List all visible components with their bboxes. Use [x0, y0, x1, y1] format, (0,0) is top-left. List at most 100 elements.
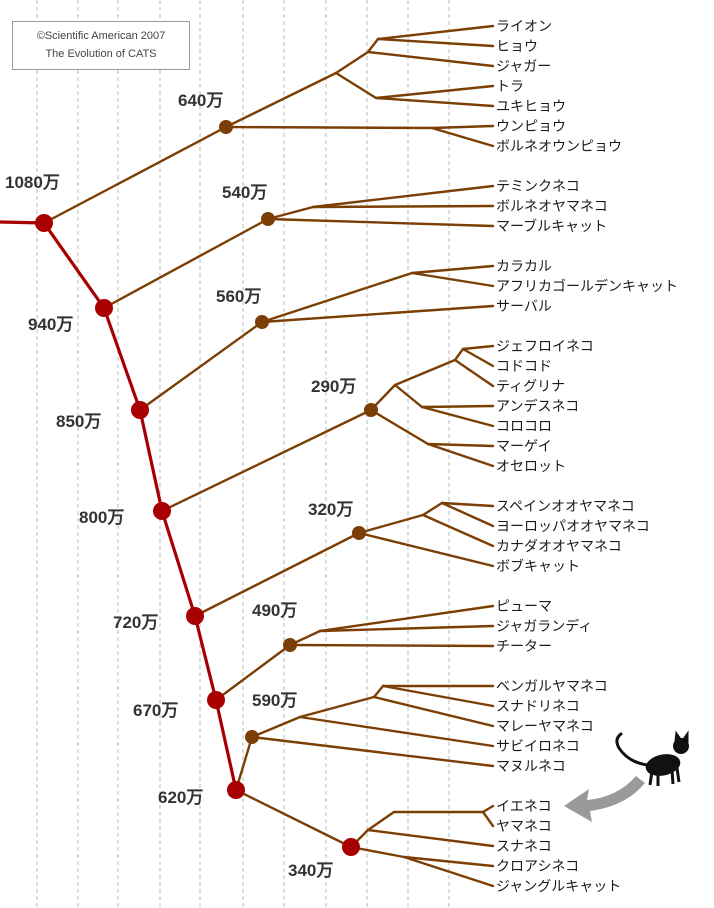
branch-ocelot: [461, 344, 495, 351]
branch-ocelot: [393, 383, 424, 409]
node-age-label: 290万: [311, 377, 356, 396]
branch-lines: [42, 24, 495, 888]
node-bay-cat: [261, 212, 275, 226]
branch-lynx: [421, 501, 444, 517]
species-label: ジャガー: [496, 59, 551, 75]
branch-panthera: [374, 96, 495, 108]
branch-domestic-cat: [481, 810, 495, 828]
branch-caracal: [410, 271, 495, 288]
species-label: チーター: [496, 639, 552, 655]
node-panthera: [219, 120, 233, 134]
branch-panthera: [430, 126, 495, 148]
species-label: テミンクネコ: [496, 179, 580, 195]
node-leopard-cat: [245, 730, 259, 744]
branch-ocelot: [426, 442, 495, 448]
branch-panthera: [334, 71, 378, 100]
species-label: カナダオオヤマネコ: [496, 539, 622, 555]
species-label: ジェフロイネコ: [496, 339, 594, 355]
black-cat-silhouette-icon: [615, 730, 689, 786]
species-label: ヤマネコ: [496, 819, 552, 835]
node-puma: [283, 638, 297, 652]
species-label: クロアシネコ: [496, 859, 579, 875]
branch-panthera: [224, 125, 434, 130]
species-label: ヨーロッパオオヤマネコ: [496, 519, 650, 535]
spine-node-s800: [153, 502, 171, 520]
branch-ocelot: [453, 358, 495, 388]
species-label: ボブキャット: [496, 558, 580, 575]
species-label: ライオン: [496, 19, 552, 35]
credit-box: ©Scientific American 2007 The Evolution …: [12, 21, 190, 70]
spine-node-s940: [95, 299, 113, 317]
species-label: オセロット: [496, 459, 566, 475]
spine-node-s620: [227, 781, 245, 799]
branch-ocelot: [420, 405, 495, 428]
decoration: [564, 730, 689, 822]
species-label: トラ: [496, 79, 524, 95]
curved-arrow-icon: [564, 776, 645, 822]
spine-age-label: 940万: [28, 315, 73, 334]
species-label: スペインオオヤマネコ: [496, 499, 635, 515]
spine-node-s1080: [35, 214, 53, 232]
main-lineage: [0, 220, 238, 792]
node-ocelot: [364, 403, 378, 417]
species-label: ベンガルヤマネコ: [496, 679, 608, 695]
branch-ocelot: [393, 358, 457, 387]
branch-puma-stem: [214, 643, 292, 702]
branch-bay-cat: [266, 205, 315, 221]
node-age-label: 590万: [252, 691, 297, 710]
species-label: イエネコ: [496, 799, 552, 815]
branch-ocelot: [420, 404, 495, 409]
species-label: ヒョウ: [496, 39, 538, 55]
branch-domestic-cat: [366, 828, 495, 848]
branch-ocelot: [461, 347, 495, 368]
species-label: アンデスネコ: [496, 398, 579, 415]
branch-lynx-stem: [193, 531, 361, 618]
spine-node-s670: [207, 691, 225, 709]
branch-bay-cat: [311, 204, 495, 209]
node-age-label: 540万: [222, 183, 267, 202]
species-label: ジャングルキャット: [496, 879, 621, 895]
node-lynx: [352, 526, 366, 540]
branch-lynx: [440, 501, 495, 508]
branch-leopard-cat: [250, 715, 302, 739]
copyright-text: ©Scientific American 2007: [36, 30, 166, 42]
branch-ocelot: [369, 408, 430, 446]
branch-panthera: [376, 37, 495, 48]
branch-panthera: [376, 24, 495, 41]
node-domestic-cat: [342, 838, 360, 856]
branch-lynx: [440, 501, 495, 528]
spine-node-s850: [131, 401, 149, 419]
grid-lines: [36, 0, 450, 908]
species-label: ユキヒョウ: [496, 99, 566, 115]
branch-leopard-cat: [298, 715, 495, 748]
branch-leopard-cat: [298, 695, 376, 719]
species-label: ティグリナ: [496, 379, 565, 395]
main-lineage-line: [0, 220, 238, 792]
branch-ocelot: [453, 347, 465, 362]
branch-lynx: [421, 513, 495, 548]
branch-domestic-cat: [481, 804, 495, 814]
species-label: ボルネオウンピョウ: [496, 139, 622, 155]
node-age-label: 560万: [216, 287, 261, 306]
spine-age-label: 670万: [133, 701, 178, 720]
branch-leopard-cat: [250, 735, 495, 768]
figure-title: The Evolution of CATS: [45, 48, 157, 60]
branch-ocelot-stem: [160, 408, 373, 513]
species-label: マーゲイ: [496, 439, 552, 455]
branch-domestic-cat: [402, 855, 495, 888]
spine-age-label: 850万: [56, 412, 101, 431]
species-label: ウンピョウ: [496, 119, 566, 135]
branch-panthera-stem: [42, 125, 228, 225]
species-label: マヌルネコ: [496, 759, 566, 775]
species-label: ジャガランディ: [496, 618, 592, 635]
branch-panthera: [334, 50, 370, 75]
branch-caracal: [410, 264, 495, 275]
species-label: コロコロ: [496, 419, 552, 435]
branch-leopard-cat-stem: [234, 735, 254, 792]
branch-leopard-cat: [372, 684, 385, 699]
branch-bay-cat: [266, 217, 495, 228]
node-age-label: 640万: [178, 91, 223, 110]
branch-panthera: [374, 84, 495, 100]
